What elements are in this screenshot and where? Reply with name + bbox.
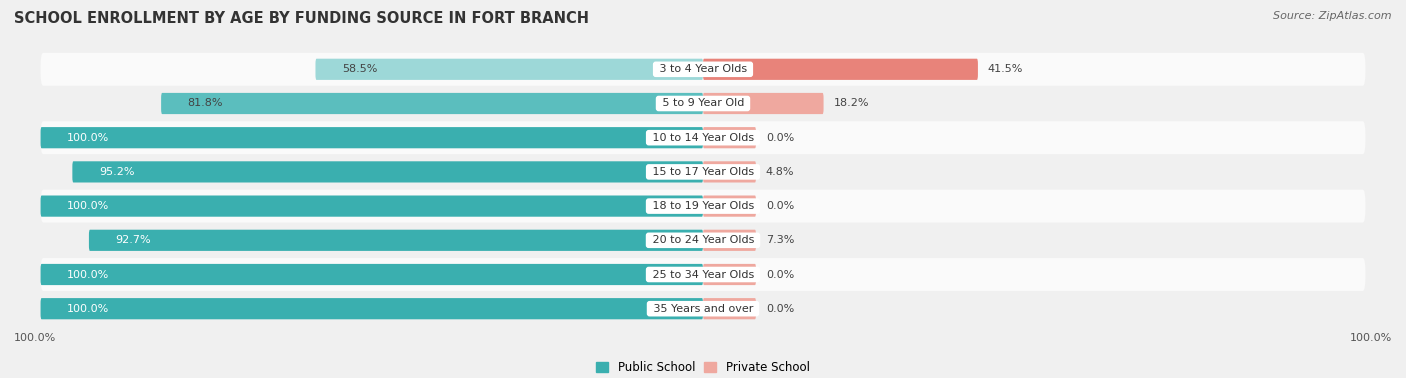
Text: 25 to 34 Year Olds: 25 to 34 Year Olds xyxy=(648,270,758,279)
FancyBboxPatch shape xyxy=(41,53,1365,86)
FancyBboxPatch shape xyxy=(41,190,1365,223)
Legend: Public School, Private School: Public School, Private School xyxy=(592,356,814,378)
FancyBboxPatch shape xyxy=(41,224,1365,257)
Text: 95.2%: 95.2% xyxy=(98,167,135,177)
FancyBboxPatch shape xyxy=(41,258,1365,291)
FancyBboxPatch shape xyxy=(89,230,703,251)
Text: 15 to 17 Year Olds: 15 to 17 Year Olds xyxy=(648,167,758,177)
Text: 0.0%: 0.0% xyxy=(766,304,794,314)
Text: 58.5%: 58.5% xyxy=(342,64,377,74)
Text: Source: ZipAtlas.com: Source: ZipAtlas.com xyxy=(1274,11,1392,21)
FancyBboxPatch shape xyxy=(41,127,703,148)
Text: 10 to 14 Year Olds: 10 to 14 Year Olds xyxy=(648,133,758,143)
FancyBboxPatch shape xyxy=(41,121,1365,154)
Text: 7.3%: 7.3% xyxy=(766,235,794,245)
Text: 0.0%: 0.0% xyxy=(766,201,794,211)
Text: 81.8%: 81.8% xyxy=(187,99,224,108)
FancyBboxPatch shape xyxy=(703,59,979,80)
FancyBboxPatch shape xyxy=(703,195,756,217)
FancyBboxPatch shape xyxy=(41,155,1365,188)
Text: 18.2%: 18.2% xyxy=(834,99,869,108)
FancyBboxPatch shape xyxy=(703,230,756,251)
FancyBboxPatch shape xyxy=(703,93,824,114)
Text: 5 to 9 Year Old: 5 to 9 Year Old xyxy=(658,99,748,108)
FancyBboxPatch shape xyxy=(703,127,756,148)
Text: 100.0%: 100.0% xyxy=(67,133,110,143)
FancyBboxPatch shape xyxy=(703,264,756,285)
Text: 100.0%: 100.0% xyxy=(67,201,110,211)
Text: 18 to 19 Year Olds: 18 to 19 Year Olds xyxy=(648,201,758,211)
FancyBboxPatch shape xyxy=(703,298,756,319)
FancyBboxPatch shape xyxy=(41,87,1365,120)
FancyBboxPatch shape xyxy=(41,264,703,285)
Text: 100.0%: 100.0% xyxy=(14,333,56,343)
FancyBboxPatch shape xyxy=(315,59,703,80)
FancyBboxPatch shape xyxy=(162,93,703,114)
Text: 35 Years and over: 35 Years and over xyxy=(650,304,756,314)
Text: 92.7%: 92.7% xyxy=(115,235,150,245)
FancyBboxPatch shape xyxy=(703,161,756,183)
Text: 41.5%: 41.5% xyxy=(988,64,1024,74)
Text: 100.0%: 100.0% xyxy=(67,270,110,279)
Text: SCHOOL ENROLLMENT BY AGE BY FUNDING SOURCE IN FORT BRANCH: SCHOOL ENROLLMENT BY AGE BY FUNDING SOUR… xyxy=(14,11,589,26)
Text: 20 to 24 Year Olds: 20 to 24 Year Olds xyxy=(648,235,758,245)
FancyBboxPatch shape xyxy=(41,195,703,217)
FancyBboxPatch shape xyxy=(72,161,703,183)
Text: 3 to 4 Year Olds: 3 to 4 Year Olds xyxy=(655,64,751,74)
Text: 4.8%: 4.8% xyxy=(766,167,794,177)
Text: 0.0%: 0.0% xyxy=(766,270,794,279)
Text: 0.0%: 0.0% xyxy=(766,133,794,143)
Text: 100.0%: 100.0% xyxy=(1350,333,1392,343)
Text: 100.0%: 100.0% xyxy=(67,304,110,314)
FancyBboxPatch shape xyxy=(41,292,1365,325)
FancyBboxPatch shape xyxy=(41,298,703,319)
